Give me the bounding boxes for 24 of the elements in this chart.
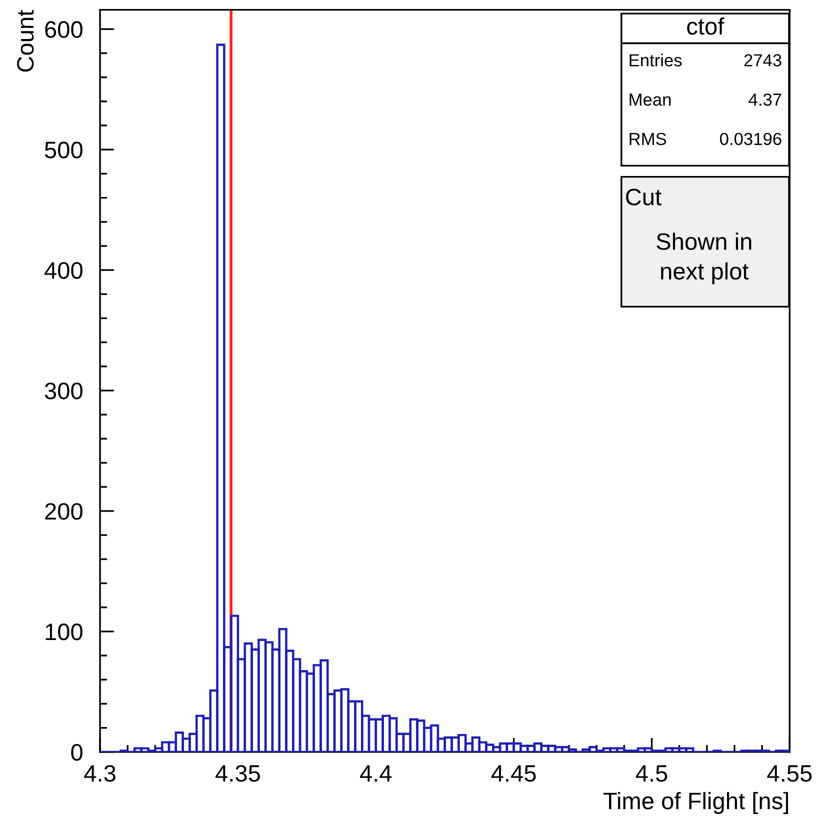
y-tick-label: 0 (71, 744, 82, 761)
y-axis-title: Count (17, 10, 34, 72)
annotation: RMS (630, 132, 666, 146)
x-tick-label: 4.45 (491, 765, 536, 782)
y-tick-label: 100 (46, 624, 82, 640)
y-tick-label: 600 (45, 21, 82, 38)
annotation: 4.37 (748, 93, 782, 106)
annotation: Shown in next plot (656, 232, 752, 284)
x-tick-label: 4.55 (767, 765, 812, 782)
annotation: Mean (630, 94, 671, 106)
annotation: ctof (687, 17, 724, 35)
y-tick-label: 500 (44, 142, 82, 158)
y-tick-label: 400 (44, 262, 82, 279)
x-axis-title: Time of Flight [ns] (603, 792, 788, 814)
x-tick-label: 4.4 (360, 765, 392, 782)
annotation: 2743 (744, 54, 782, 66)
annotation: Cut (626, 188, 662, 206)
x-tick-label: 4.3 (84, 765, 116, 782)
x-tick-label: 4.35 (216, 765, 260, 782)
annotation: 0.03196 (720, 132, 782, 146)
y-tick-label: 200 (45, 503, 82, 520)
x-tick-label: 4.5 (636, 765, 668, 782)
y-tick-label: 300 (44, 382, 82, 400)
annotation: Entries (630, 54, 682, 66)
